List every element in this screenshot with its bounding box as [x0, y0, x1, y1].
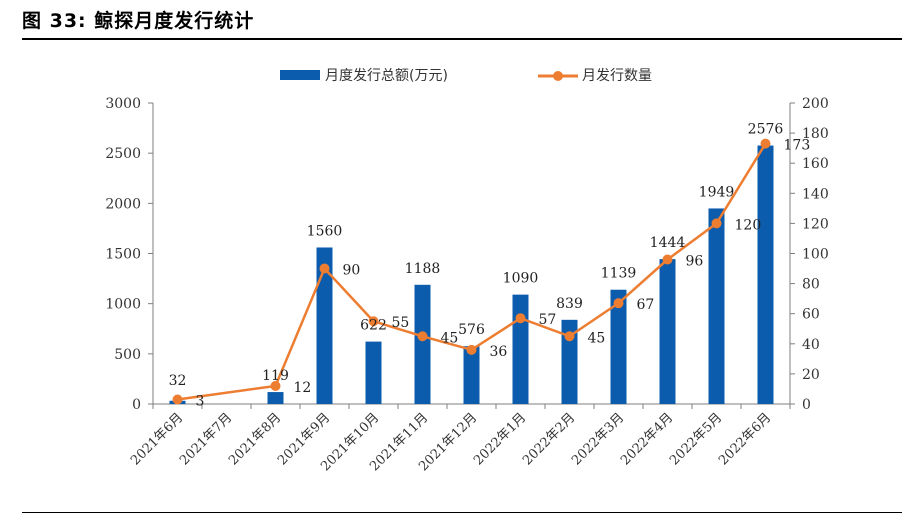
line-point — [662, 254, 673, 265]
line-point — [319, 263, 330, 274]
right-axis-tick-label: 180 — [802, 126, 829, 142]
left-axis-tick-label: 2000 — [105, 196, 141, 212]
legend: 月度发行总额(万元) 月发行数量 — [280, 68, 652, 84]
line-point — [760, 138, 771, 149]
right-axis-tick-label: 40 — [802, 337, 820, 353]
bar — [610, 289, 627, 404]
series-line — [177, 142, 767, 401]
line-data-label: 36 — [490, 344, 508, 360]
line-point — [613, 298, 624, 309]
right-axis-tick-label: 120 — [802, 216, 829, 232]
left-axis-tick-label: 3000 — [105, 96, 141, 112]
left-axis-tick-label: 1000 — [105, 297, 141, 313]
legend-line-label: 月发行数量 — [582, 68, 652, 84]
line-data-label: 173 — [784, 138, 811, 154]
right-axis-tick-label: 160 — [802, 156, 829, 172]
line-point — [368, 316, 379, 327]
title-rule — [22, 38, 902, 40]
bar — [659, 259, 676, 404]
bar-data-label: 32 — [169, 373, 187, 389]
right-axis-tick-label: 0 — [802, 397, 811, 413]
bar — [561, 319, 578, 404]
bar-data-label: 119 — [262, 368, 289, 384]
legend-line-marker — [553, 71, 563, 81]
right-axis-tick-label: 20 — [802, 367, 820, 383]
line-point — [515, 313, 526, 324]
line-data-label: 45 — [441, 330, 459, 346]
line-point — [466, 344, 477, 355]
bar-data-label: 1444 — [650, 235, 686, 251]
right-axis-tick-label: 80 — [802, 277, 820, 293]
line-data-label: 67 — [637, 297, 655, 313]
bar-data-label: 622 — [360, 318, 387, 334]
line-point — [711, 218, 722, 229]
line-point — [270, 380, 281, 391]
bottom-rule — [22, 512, 902, 513]
bar — [267, 392, 284, 404]
line-data-label: 55 — [392, 315, 410, 331]
line-data-label: 57 — [539, 312, 557, 328]
line-point — [417, 331, 428, 342]
bar-data-label: 1090 — [503, 271, 539, 287]
line-data-label: 90 — [343, 263, 361, 279]
x-axis-category-label: 2022年6月 — [716, 410, 774, 468]
bar-data-label: 1139 — [601, 266, 637, 282]
bar-data-label: 576 — [458, 322, 485, 338]
right-axis-tick-label: 200 — [802, 96, 829, 112]
line-data-label: 45 — [588, 330, 606, 346]
left-axis-tick-label: 1500 — [105, 247, 141, 263]
bar — [365, 341, 382, 404]
legend-bar-label: 月度发行总额(万元) — [325, 68, 448, 84]
bar-data-label: 2576 — [748, 122, 784, 138]
bar — [414, 284, 431, 404]
line-data-label: 12 — [294, 380, 312, 396]
right-axis-tick-label: 60 — [802, 307, 820, 323]
figure-title: 图 33: 鲸探月度发行统计 — [22, 10, 255, 32]
left-axis-tick-label: 500 — [114, 347, 141, 363]
left-axis-tick-label: 2500 — [105, 146, 141, 162]
bar-data-label: 1188 — [405, 261, 441, 277]
bar — [512, 294, 529, 404]
line-point — [172, 394, 183, 405]
right-axis-tick-label: 100 — [802, 247, 829, 263]
line-data-label: 96 — [686, 254, 704, 270]
line-point — [564, 331, 575, 342]
line-data-label: 120 — [735, 217, 762, 233]
legend-bar-swatch — [280, 70, 320, 80]
bar — [757, 145, 774, 405]
right-axis-tick-label: 140 — [802, 186, 829, 202]
bar-data-label: 1949 — [699, 184, 735, 200]
bar — [463, 346, 480, 404]
bar — [708, 208, 725, 404]
bar-data-label: 839 — [556, 296, 583, 312]
bar — [316, 247, 333, 404]
line-data-label: 3 — [196, 393, 205, 409]
left-axis-tick-label: 0 — [132, 397, 141, 413]
bar-data-label: 1560 — [307, 223, 343, 239]
